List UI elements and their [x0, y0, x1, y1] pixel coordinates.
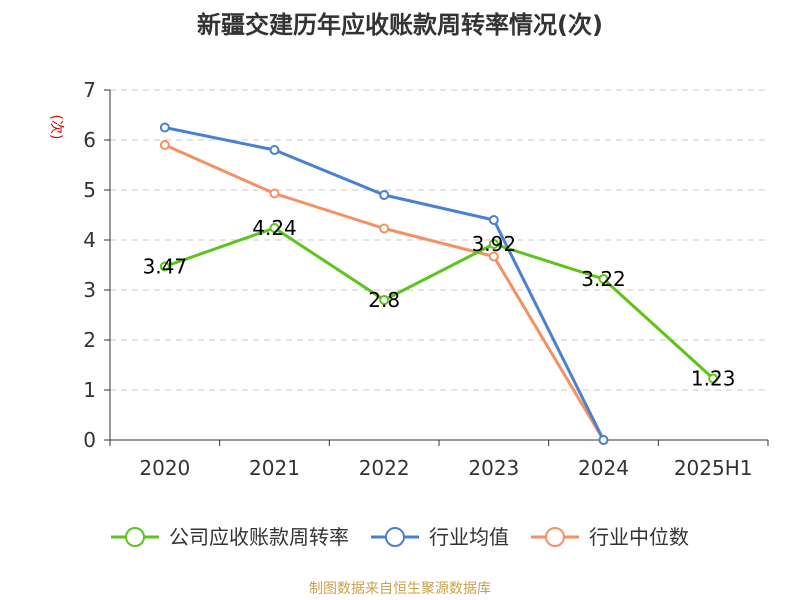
data-point	[159, 140, 170, 150]
x-tick-label: 2023	[468, 456, 519, 480]
x-tick-label: 2024	[578, 456, 629, 480]
y-tick-label: 1	[83, 378, 96, 402]
legend-item[interactable]: 公司应收账款周转率	[111, 525, 349, 549]
legend-label: 公司应收账款周转率	[169, 525, 349, 549]
data-point	[598, 274, 609, 284]
x-tick-label: 2025H1	[674, 456, 753, 480]
data-point	[488, 239, 499, 249]
axes: 0 1 2 3 4 5 6 7 2020 2021 2022 2023 2024 2025H1	[83, 78, 769, 480]
data-point	[379, 223, 390, 234]
data-point	[159, 122, 170, 133]
data-point	[488, 251, 499, 262]
y-axis-label: (次)	[48, 115, 64, 140]
x-tick-label: 2020	[139, 456, 190, 480]
x-tick-label: 2021	[249, 456, 300, 480]
data-label: 3.92	[472, 232, 517, 256]
y-tick-label: 2	[83, 328, 96, 352]
data-point	[159, 261, 170, 272]
data-labels: 3.47 4.24 2.8 3.92 3.22 1.23	[143, 216, 736, 391]
data-label: 3.47	[143, 255, 188, 279]
data-label: 2.8	[368, 288, 400, 312]
data-label: 3.22	[581, 267, 626, 291]
data-point	[598, 435, 609, 445]
data-point	[379, 190, 390, 200]
y-tick-label: 6	[83, 128, 96, 152]
legend[interactable]: 公司应收账款周转率 行业均值 行业中位数	[111, 525, 689, 549]
y-tick-label: 7	[83, 78, 96, 102]
data-point	[488, 215, 499, 225]
legend-swatch-marker	[385, 527, 405, 547]
y-tick-label: 4	[83, 228, 96, 252]
y-tick-label: 5	[83, 178, 96, 202]
legend-swatch-marker	[125, 527, 145, 547]
series-line	[164, 226, 715, 380]
legend-item[interactable]: 行业均值	[371, 525, 509, 549]
chart-title: 新疆交建历年应收账款周转率情况(次)	[197, 11, 603, 39]
data-point	[269, 188, 280, 199]
legend-swatch-marker	[545, 527, 565, 547]
legend-label: 行业均值	[429, 525, 509, 549]
data-label: 4.24	[252, 216, 297, 240]
data-point	[269, 145, 280, 155]
data-point	[708, 373, 719, 384]
x-tick-label: 2022	[359, 456, 410, 480]
source-note: 制图数据来自恒生聚源数据库	[309, 581, 491, 597]
data-label: 1.23	[691, 367, 736, 391]
series-lines	[159, 122, 719, 445]
legend-label: 行业中位数	[589, 525, 689, 549]
y-tick-label: 3	[83, 278, 96, 302]
data-point	[269, 223, 280, 233]
legend-item[interactable]: 行业中位数	[531, 525, 689, 549]
y-tick-label: 0	[83, 428, 96, 452]
data-point	[379, 295, 390, 305]
